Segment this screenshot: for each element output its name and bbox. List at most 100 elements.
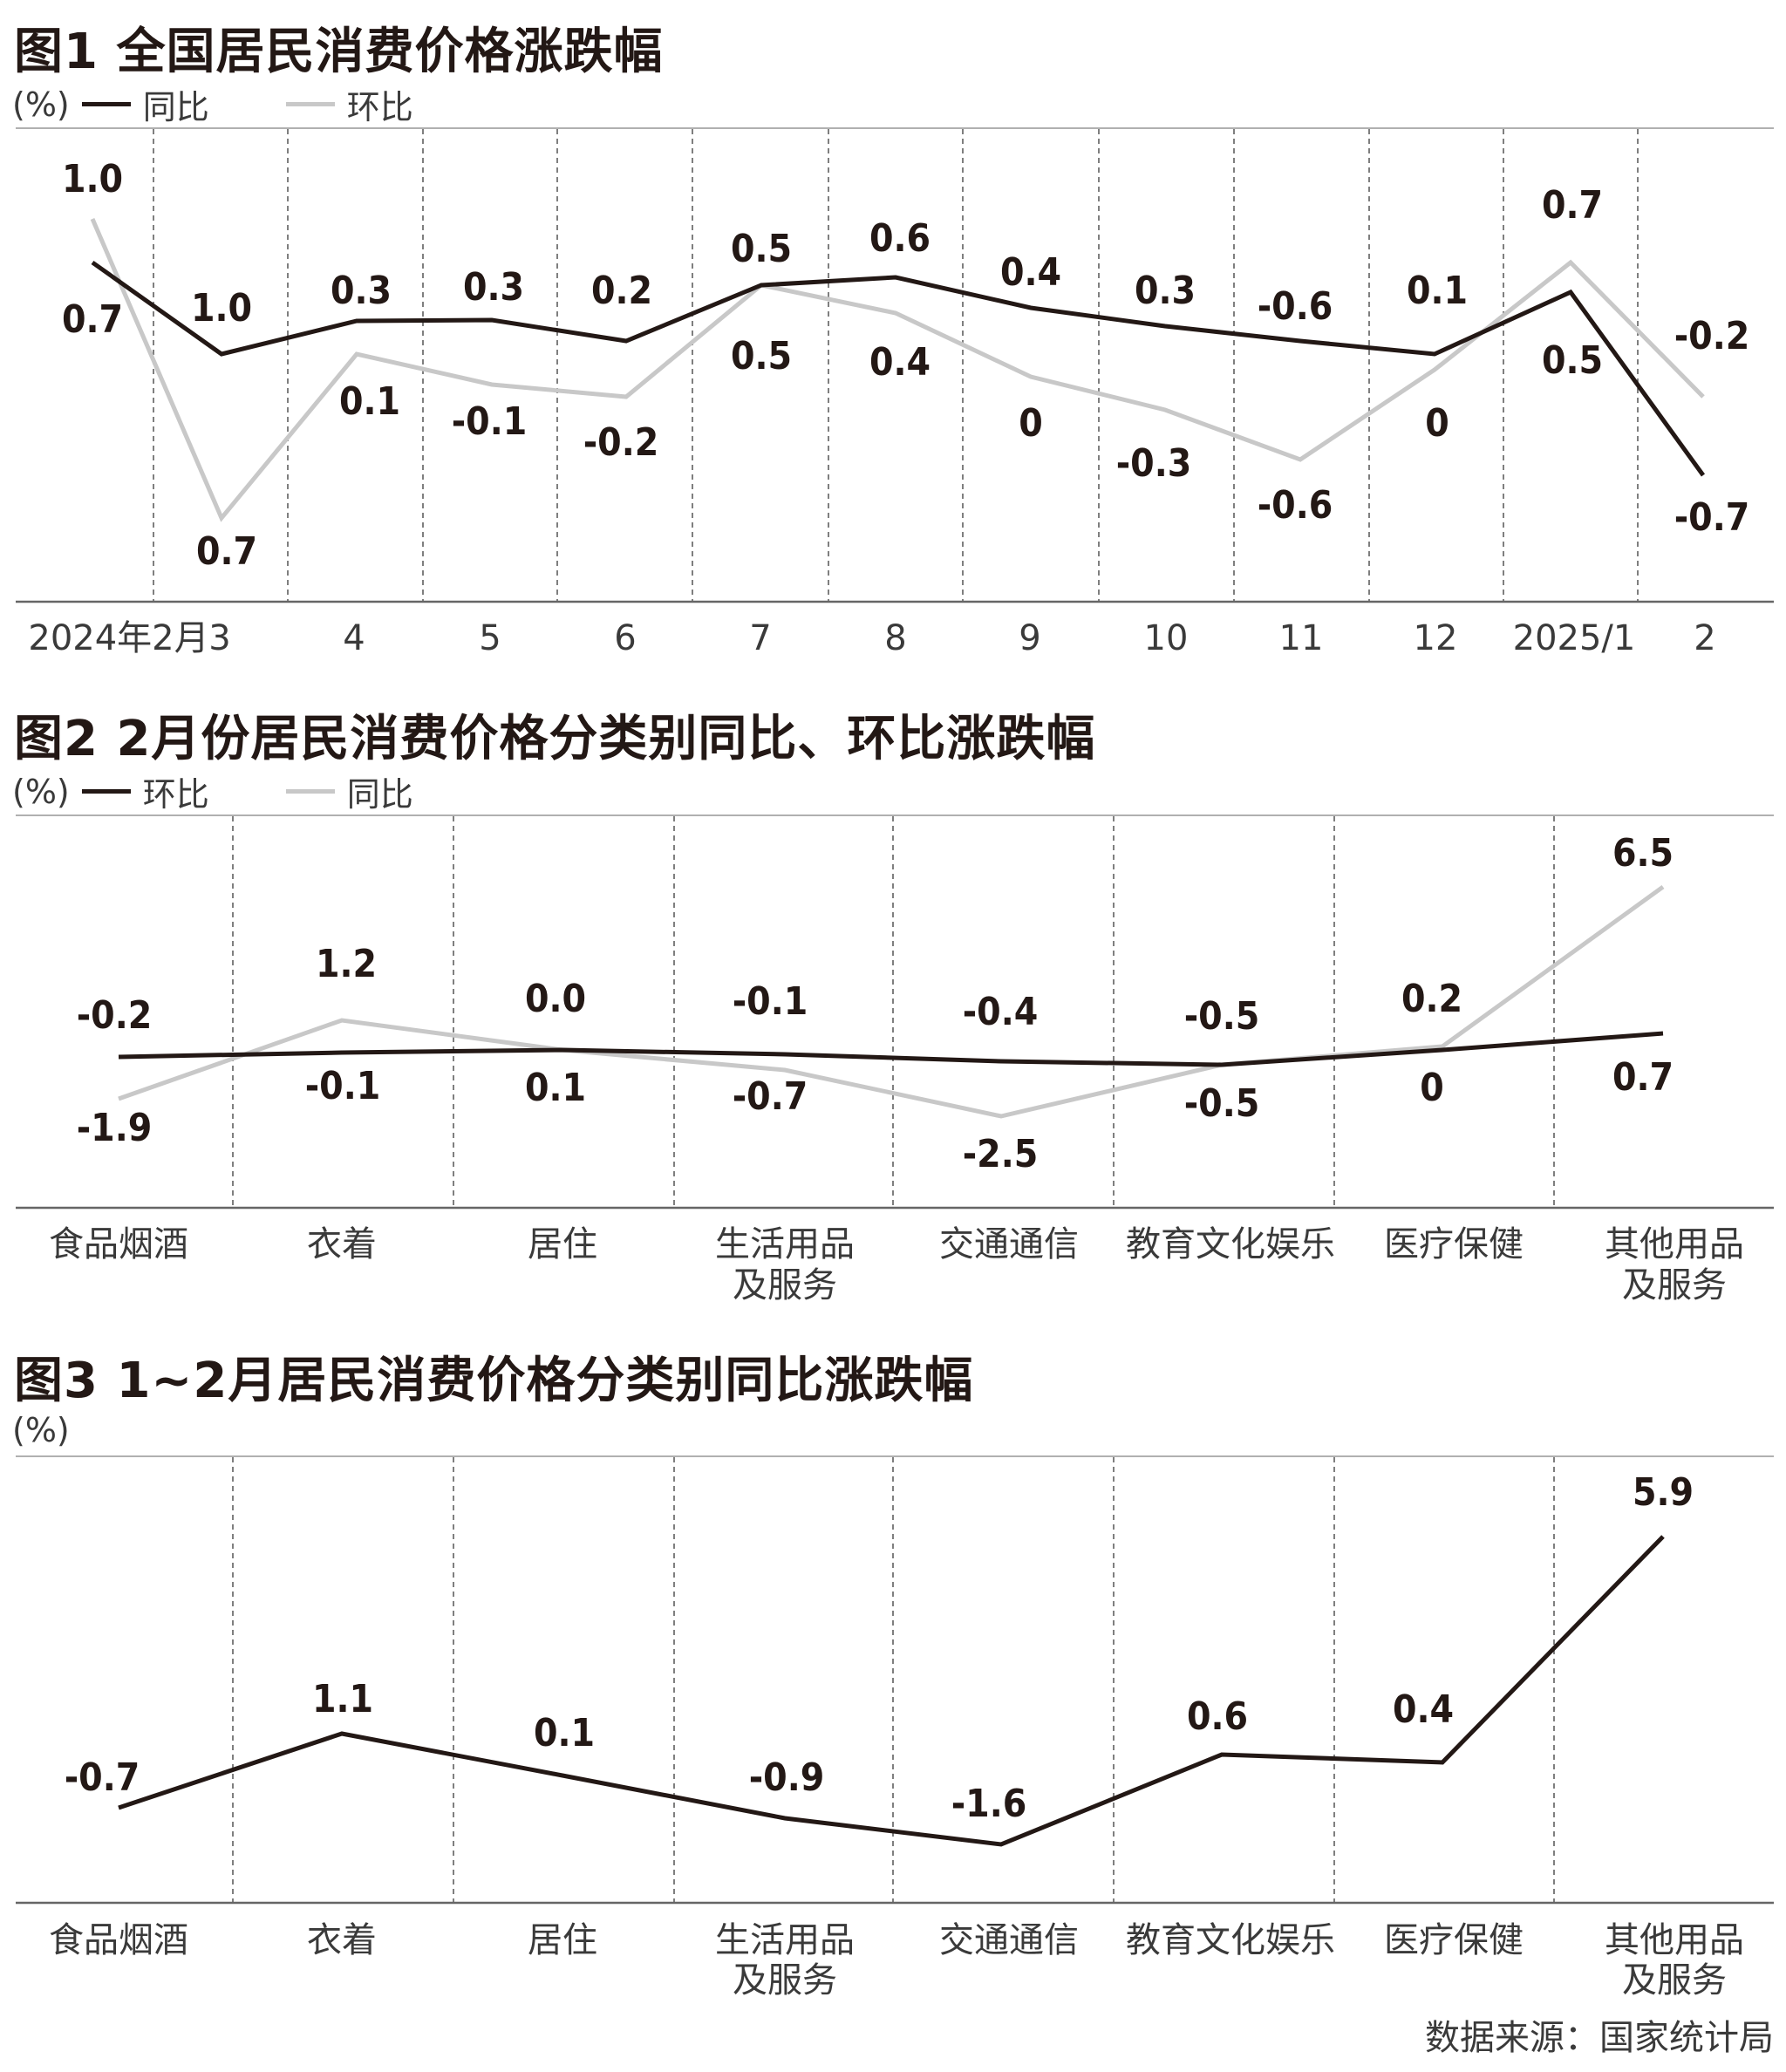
data-label: 0 — [1425, 401, 1449, 446]
data-label: 0.0 — [525, 977, 586, 1021]
x-axis-label: 11 — [1279, 618, 1324, 658]
fig2-legend-light-label: 同比 — [346, 775, 413, 814]
data-label: 6.5 — [1612, 831, 1674, 876]
data-label: 0.4 — [1000, 250, 1061, 295]
fig1-legend-light-label: 环比 — [346, 88, 413, 126]
fig3-x-axis-labels: 食品烟酒 衣着 居住 生活用品 及服务 交通通信 教育文化娱乐 医疗保健 其他用… — [49, 1920, 1744, 2000]
data-label: -0.7 — [1674, 495, 1750, 540]
data-label: 0 — [1420, 1066, 1444, 1110]
data-label: -0.3 — [1116, 441, 1192, 486]
data-label: -0.2 — [583, 420, 659, 465]
fig2-title: 图2 2月份居民消费价格分类别同比、环比涨跌幅 — [14, 711, 1096, 767]
data-label: 0.7 — [1542, 183, 1603, 228]
fig1-legend-dark-label: 同比 — [142, 88, 209, 126]
data-label: 1.0 — [191, 286, 252, 331]
x-axis-label: 居住 — [528, 1224, 597, 1264]
data-label: 0.6 — [1187, 1694, 1248, 1739]
data-source-note: 数据来源：国家统计局 — [1425, 2018, 1774, 2058]
x-axis-label: 食品烟酒 — [49, 1224, 188, 1264]
x-axis-label: 其他用品 — [1605, 1224, 1744, 1264]
data-label: 0.5 — [1542, 338, 1603, 383]
data-label: 0.2 — [591, 269, 652, 313]
data-label: -0.2 — [1674, 314, 1750, 358]
data-label: 0.3 — [463, 265, 524, 310]
fig3-unit: (%) — [12, 1411, 70, 1449]
fig1-legend: (%) 同比 环比 — [12, 80, 413, 128]
data-label: -0.7 — [65, 1755, 140, 1800]
data-label: -0.5 — [1184, 994, 1260, 1039]
fig3-plot: -0.7 1.1 0.1 -0.9 -1.6 0.6 0.4 5.9 食品烟酒 … — [16, 1455, 1774, 2000]
fig2-x-axis-labels: 食品烟酒 衣着 居住 生活用品 及服务 交通通信 教育文化娱乐 医疗保健 其他用… — [49, 1224, 1744, 1305]
x-axis-label: 居住 — [528, 1920, 597, 1960]
fig1-light-line — [90, 218, 1705, 522]
fig1-plot: 1.0 1.0 0.3 0.3 0.2 0.5 0.6 0.4 0.3 -0.6… — [16, 127, 1774, 658]
data-label: -0.1 — [733, 979, 808, 1024]
data-label: 0.5 — [731, 227, 792, 271]
data-label: -0.2 — [77, 993, 153, 1038]
x-axis-label: 2 — [1694, 618, 1715, 658]
data-label: -0.1 — [452, 399, 528, 444]
x-axis-label: 9 — [1019, 618, 1040, 658]
data-label: 0.3 — [1135, 269, 1196, 313]
x-axis-label: 2024年2月 — [28, 618, 208, 658]
data-label: -0.6 — [1258, 284, 1333, 329]
data-label: 0.1 — [525, 1066, 586, 1110]
fig3-line — [118, 1535, 1665, 1847]
data-label: 0.1 — [1407, 269, 1468, 313]
fig3-legend: (%) — [12, 1411, 70, 1449]
data-label: -0.7 — [733, 1074, 808, 1119]
data-label: 0.1 — [339, 379, 400, 424]
data-label: -1.9 — [77, 1106, 153, 1150]
data-label: 0.4 — [869, 340, 930, 385]
data-label: 0.7 — [62, 297, 123, 342]
data-label: -0.4 — [963, 990, 1039, 1034]
data-label: 5.9 — [1633, 1470, 1694, 1515]
x-axis-label: 生活用品 — [715, 1920, 855, 1960]
data-label: -0.5 — [1184, 1081, 1260, 1126]
data-label: 0.5 — [731, 334, 792, 378]
fig1-dark-line — [91, 260, 1706, 477]
fig2-light-line — [118, 884, 1665, 1119]
fig3-title: 图3 1~2月居民消费价格分类别同比涨跌幅 — [14, 1353, 974, 1409]
data-label: 1.0 — [62, 157, 123, 201]
fig2-unit: (%) — [12, 772, 70, 811]
x-axis-label: 及服务 — [733, 1960, 837, 2000]
fig2-legend-dark-label: 环比 — [142, 775, 209, 814]
x-axis-label: 8 — [884, 618, 906, 658]
fig1-dividers — [153, 129, 1639, 602]
x-axis-label: 医疗保健 — [1384, 1920, 1524, 1960]
data-label: 0.6 — [869, 216, 930, 261]
fig1-title: 图1 全国居民消费价格涨跌幅 — [14, 24, 664, 80]
legend-light-swatch-icon — [285, 789, 335, 794]
data-label: 0.4 — [1393, 1687, 1454, 1732]
x-axis-label: 衣着 — [307, 1920, 377, 1960]
x-axis-label: 2025/1 — [1513, 618, 1636, 658]
fig1-x-axis-labels: 2024年2月 3 4 5 6 7 8 9 10 11 12 2025/1 2 — [28, 618, 1715, 658]
data-label: 0.3 — [331, 269, 392, 313]
data-label: 0.1 — [534, 1711, 595, 1755]
fig2-dark-line — [118, 1031, 1664, 1067]
legend-dark-swatch-icon — [81, 102, 131, 106]
x-axis-label: 10 — [1144, 618, 1189, 658]
x-axis-label: 6 — [614, 618, 636, 658]
data-label: 0.7 — [1612, 1055, 1674, 1100]
x-axis-label: 交通通信 — [939, 1920, 1079, 1960]
x-axis-label: 7 — [749, 618, 771, 658]
legend-light-swatch-icon — [285, 102, 335, 106]
fig2-legend: (%) 环比 同比 — [12, 767, 413, 815]
data-label: -0.6 — [1258, 483, 1333, 528]
data-label: -2.5 — [963, 1132, 1039, 1176]
fig1-unit: (%) — [12, 85, 70, 124]
x-axis-label: 教育文化娱乐 — [1126, 1920, 1335, 1960]
x-axis-label: 生活用品 — [715, 1224, 855, 1264]
x-axis-label: 交通通信 — [939, 1224, 1079, 1264]
x-axis-label: 4 — [343, 618, 365, 658]
data-label: 0.2 — [1401, 977, 1462, 1021]
fig1-lower-labels: 0.7 0.7 0.1 -0.1 -0.2 0.5 0.4 0 -0.3 -0.… — [62, 297, 1749, 574]
legend-dark-swatch-icon — [81, 789, 131, 794]
x-axis-label: 及服务 — [1622, 1265, 1727, 1305]
x-axis-label: 其他用品 — [1605, 1920, 1744, 1960]
x-axis-label: 教育文化娱乐 — [1126, 1224, 1335, 1264]
x-axis-label: 食品烟酒 — [49, 1920, 188, 1960]
x-axis-label: 及服务 — [1622, 1960, 1727, 2000]
